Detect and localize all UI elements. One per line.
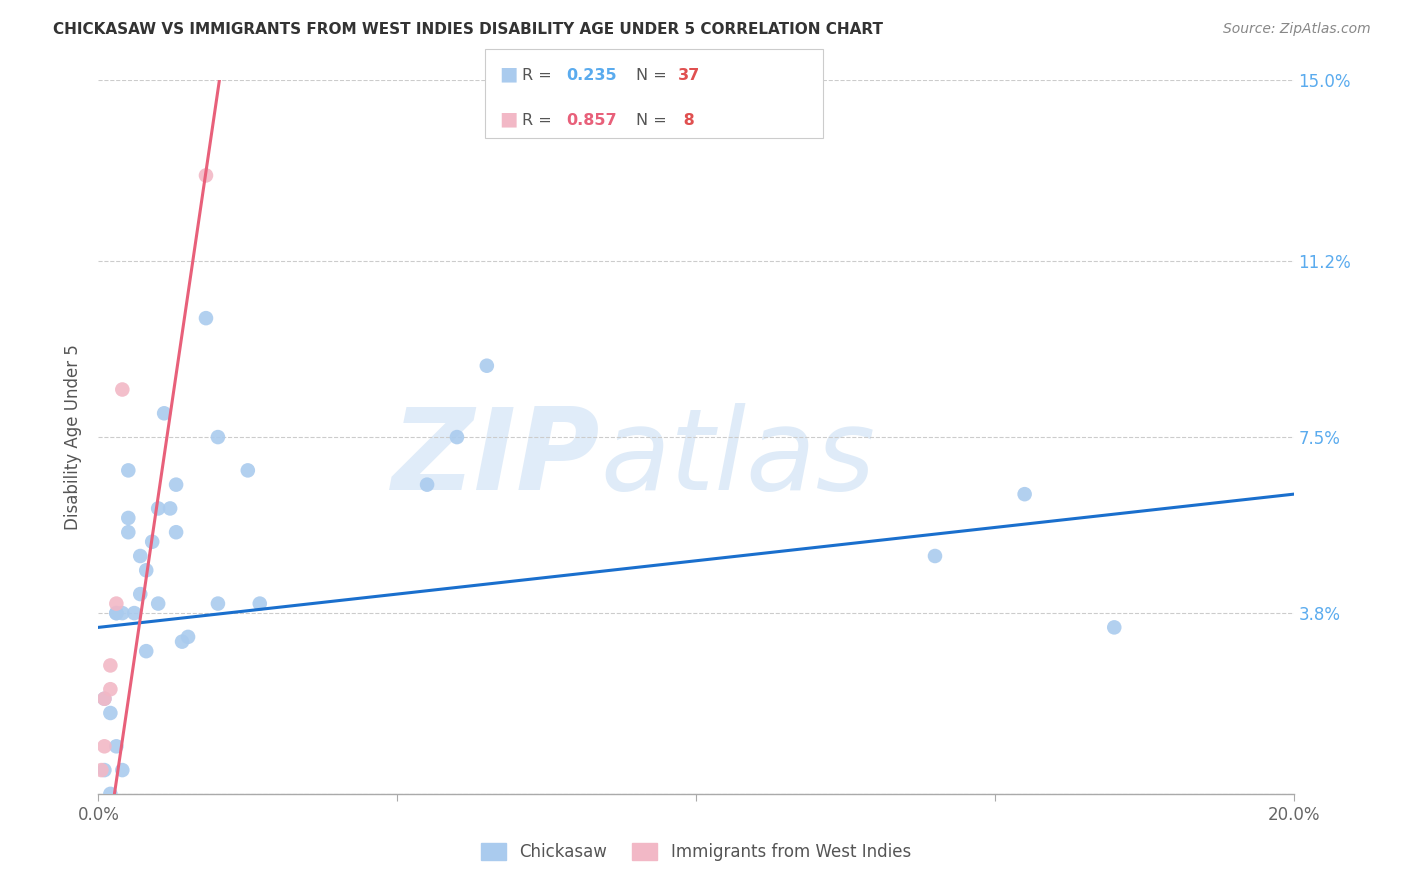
Point	[1104, 620, 1126, 634]
Point	[105, 597, 128, 611]
Point	[236, 463, 259, 477]
Text: atlas: atlas	[600, 403, 876, 514]
Point	[446, 430, 468, 444]
Point	[98, 658, 122, 673]
Text: 37: 37	[678, 69, 700, 83]
Point	[105, 739, 128, 754]
Point	[165, 477, 187, 491]
Text: N =: N =	[636, 113, 672, 128]
Point	[148, 597, 170, 611]
Point	[111, 606, 134, 620]
Point	[93, 691, 115, 706]
Point	[90, 763, 112, 777]
Point	[207, 430, 229, 444]
Point	[105, 606, 128, 620]
Point	[98, 682, 122, 697]
Point	[93, 691, 115, 706]
Text: R =: R =	[522, 69, 557, 83]
Text: ■: ■	[499, 109, 517, 128]
Point	[111, 763, 134, 777]
Point	[129, 587, 152, 601]
Point	[117, 525, 139, 540]
Point	[172, 634, 194, 648]
Point	[1014, 487, 1036, 501]
Point	[177, 630, 200, 644]
Point	[117, 463, 139, 477]
Text: R =: R =	[522, 113, 557, 128]
Point	[93, 763, 115, 777]
Point	[93, 739, 115, 754]
Text: ■: ■	[499, 64, 517, 84]
Point	[117, 511, 139, 525]
Point	[135, 644, 157, 658]
Point	[159, 501, 181, 516]
Point	[129, 549, 152, 563]
Point	[124, 606, 146, 620]
Point	[207, 597, 229, 611]
Legend: Chickasaw, Immigrants from West Indies: Chickasaw, Immigrants from West Indies	[474, 836, 918, 868]
Point	[249, 597, 271, 611]
Point	[924, 549, 946, 563]
Text: ZIP: ZIP	[392, 403, 600, 514]
Y-axis label: Disability Age Under 5: Disability Age Under 5	[65, 344, 83, 530]
Text: 8: 8	[678, 113, 695, 128]
Point	[105, 606, 128, 620]
Point	[475, 359, 498, 373]
Text: CHICKASAW VS IMMIGRANTS FROM WEST INDIES DISABILITY AGE UNDER 5 CORRELATION CHAR: CHICKASAW VS IMMIGRANTS FROM WEST INDIES…	[53, 22, 883, 37]
Point	[416, 477, 439, 491]
Point	[111, 383, 134, 397]
Point	[98, 787, 122, 801]
Point	[135, 563, 157, 577]
Point	[141, 534, 163, 549]
Text: Source: ZipAtlas.com: Source: ZipAtlas.com	[1223, 22, 1371, 37]
Text: 0.235: 0.235	[567, 69, 617, 83]
Point	[153, 406, 176, 420]
Point	[195, 169, 218, 183]
Point	[148, 501, 170, 516]
Text: 0.857: 0.857	[567, 113, 617, 128]
Point	[195, 311, 218, 326]
Point	[165, 525, 187, 540]
Point	[98, 706, 122, 720]
Text: N =: N =	[636, 69, 672, 83]
